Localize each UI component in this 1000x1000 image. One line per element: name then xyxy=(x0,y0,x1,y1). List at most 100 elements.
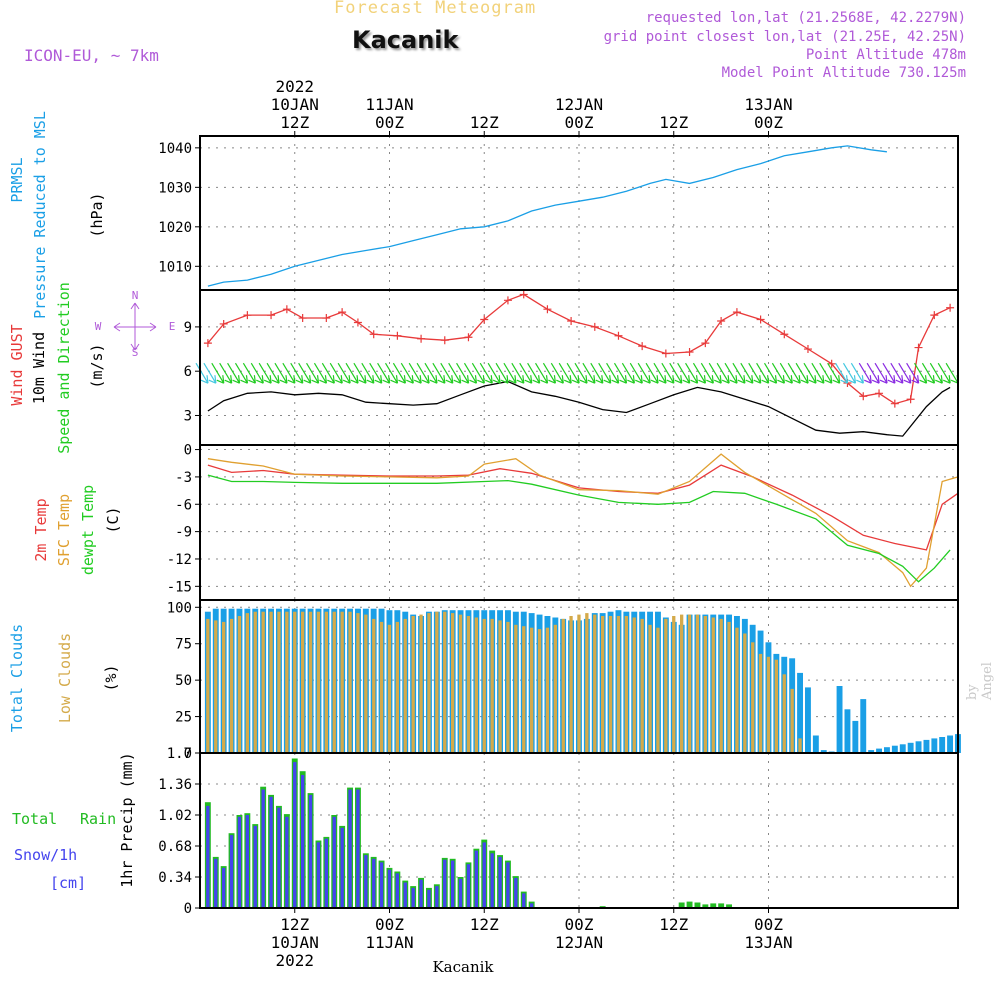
bar-low-clouds xyxy=(545,627,550,753)
wind-direction-arrow xyxy=(384,362,399,384)
wind-direction-arrow xyxy=(282,362,296,384)
gust-point xyxy=(732,308,741,317)
bottom-date-label: 12JAN xyxy=(555,933,603,952)
wind-direction-arrow xyxy=(511,362,525,384)
wind-direction-arrow xyxy=(598,362,612,384)
temp-label-sfc: SFC Temp xyxy=(55,494,73,566)
wind-direction-arrow xyxy=(424,362,438,384)
bar-low-clouds xyxy=(608,616,613,753)
bar-low-clouds xyxy=(269,611,273,753)
wind-direction-arrow xyxy=(645,362,659,384)
bar-low-clouds xyxy=(372,618,376,753)
bar-low-clouds xyxy=(774,659,778,753)
bar-low-clouds xyxy=(451,613,455,753)
precip-label-snow: Snow/1h xyxy=(14,846,77,864)
wind-direction-arrow xyxy=(448,362,462,384)
wind-direction-arrow xyxy=(661,362,675,384)
bar-low-clouds xyxy=(498,620,502,753)
bar-snow-1h xyxy=(261,789,265,908)
bar-total-clouds xyxy=(868,750,875,753)
gust-point xyxy=(322,314,331,323)
bar-low-clouds xyxy=(632,617,636,753)
y-tick-label: 1030 xyxy=(158,180,192,196)
wind-direction-arrow xyxy=(740,362,754,384)
gust-point xyxy=(503,296,512,305)
wind-direction-arrow xyxy=(795,362,809,384)
bar-low-clouds xyxy=(687,614,692,753)
wind-direction-arrow xyxy=(432,362,446,384)
bar-total-clouds xyxy=(931,738,938,753)
bar-snow-1h xyxy=(356,789,360,908)
precip-label-rain: Rain xyxy=(80,810,116,828)
wind-direction-arrow xyxy=(369,362,383,384)
clouds-label-total: Total Clouds xyxy=(8,624,26,732)
wind-direction-arrow xyxy=(692,362,707,384)
wind-direction-arrow xyxy=(266,362,280,384)
wind-direction-arrow xyxy=(227,362,241,384)
gust-point xyxy=(480,315,489,324)
gust-point xyxy=(219,319,228,328)
compass-east: E xyxy=(169,320,176,333)
bar-snow-1h xyxy=(387,869,392,908)
gust-point xyxy=(717,317,726,325)
bar-snow-1h xyxy=(277,807,281,908)
bar-snow-1h xyxy=(340,827,344,908)
wind-direction-arrow xyxy=(850,362,864,384)
bar-low-clouds xyxy=(356,613,360,753)
bar-low-clouds xyxy=(782,674,786,753)
credit-label: by Angel xyxy=(965,662,995,700)
bar-snow-1h xyxy=(364,855,368,908)
bar-low-clouds xyxy=(411,616,415,753)
model-label: ICON-EU, ~ 7km xyxy=(24,46,159,65)
bar-snow-1h xyxy=(348,789,352,908)
bar-low-clouds xyxy=(553,624,557,753)
y-tick-label: 1.7 xyxy=(167,746,192,762)
bar-snow-1h xyxy=(222,867,226,908)
wind-direction-arrow xyxy=(463,362,478,384)
compass-rose: N S W E xyxy=(95,289,176,359)
y-tick-label: 1010 xyxy=(158,259,192,275)
y-tick-label: 75 xyxy=(175,637,192,653)
bar-low-clouds xyxy=(766,656,771,753)
wind-direction-arrow xyxy=(629,362,643,384)
bar-low-clouds xyxy=(340,611,344,753)
panel-wind: 3 6 9 xyxy=(184,289,959,446)
compass-west: W xyxy=(95,320,102,333)
bar-snow-1h xyxy=(514,877,518,908)
top-date-label: 13JAN xyxy=(744,95,792,114)
wind-direction-arrow xyxy=(542,362,557,384)
wind-direction-arrow xyxy=(819,362,833,384)
wind-direction-arrow xyxy=(613,362,628,384)
y-tick-label: 0 xyxy=(184,901,192,917)
gust-point xyxy=(930,311,939,320)
wind-direction-arrow xyxy=(621,362,635,384)
bar-snow-1h xyxy=(372,858,376,908)
bar-snow-1h xyxy=(237,816,242,908)
bar-snow-1h xyxy=(332,816,336,908)
wind-direction-arrow xyxy=(321,362,335,384)
wind-direction-arrow xyxy=(306,362,320,384)
bar-snow-1h xyxy=(427,889,431,908)
faint-title: Forecast Meteogram xyxy=(334,0,537,18)
series-line-2m-temp xyxy=(207,464,959,551)
bar-total-rain xyxy=(702,904,709,908)
panel-frame xyxy=(199,752,959,909)
y-tick-label: 0 xyxy=(184,443,192,459)
bar-snow-1h xyxy=(269,796,273,908)
wind-direction-arrow xyxy=(677,362,691,384)
bar-low-clouds xyxy=(751,642,755,753)
bar-low-clouds xyxy=(727,621,731,753)
wind-direction-arrow xyxy=(874,362,888,384)
y-tick-label: -3 xyxy=(175,470,192,486)
series-line-10m-wind xyxy=(207,380,951,437)
series-line-sfc-temp xyxy=(207,453,959,588)
wind-direction-arrow xyxy=(527,362,541,384)
wind-label-gust: Wind GUST xyxy=(8,324,26,405)
gust-point xyxy=(590,322,599,331)
wind-direction-arrow xyxy=(842,362,857,384)
requested-location: requested lon,lat (21.2568E, 42.2279N) xyxy=(645,10,966,26)
wind-direction-arrow xyxy=(219,362,233,384)
gust-point xyxy=(203,339,212,348)
wind-direction-arrow xyxy=(748,362,762,384)
wind-direction-arrow xyxy=(685,362,699,384)
